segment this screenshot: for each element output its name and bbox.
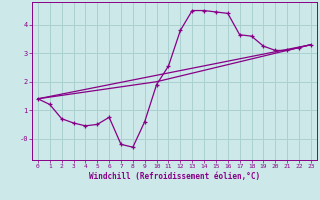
X-axis label: Windchill (Refroidissement éolien,°C): Windchill (Refroidissement éolien,°C) (89, 172, 260, 181)
